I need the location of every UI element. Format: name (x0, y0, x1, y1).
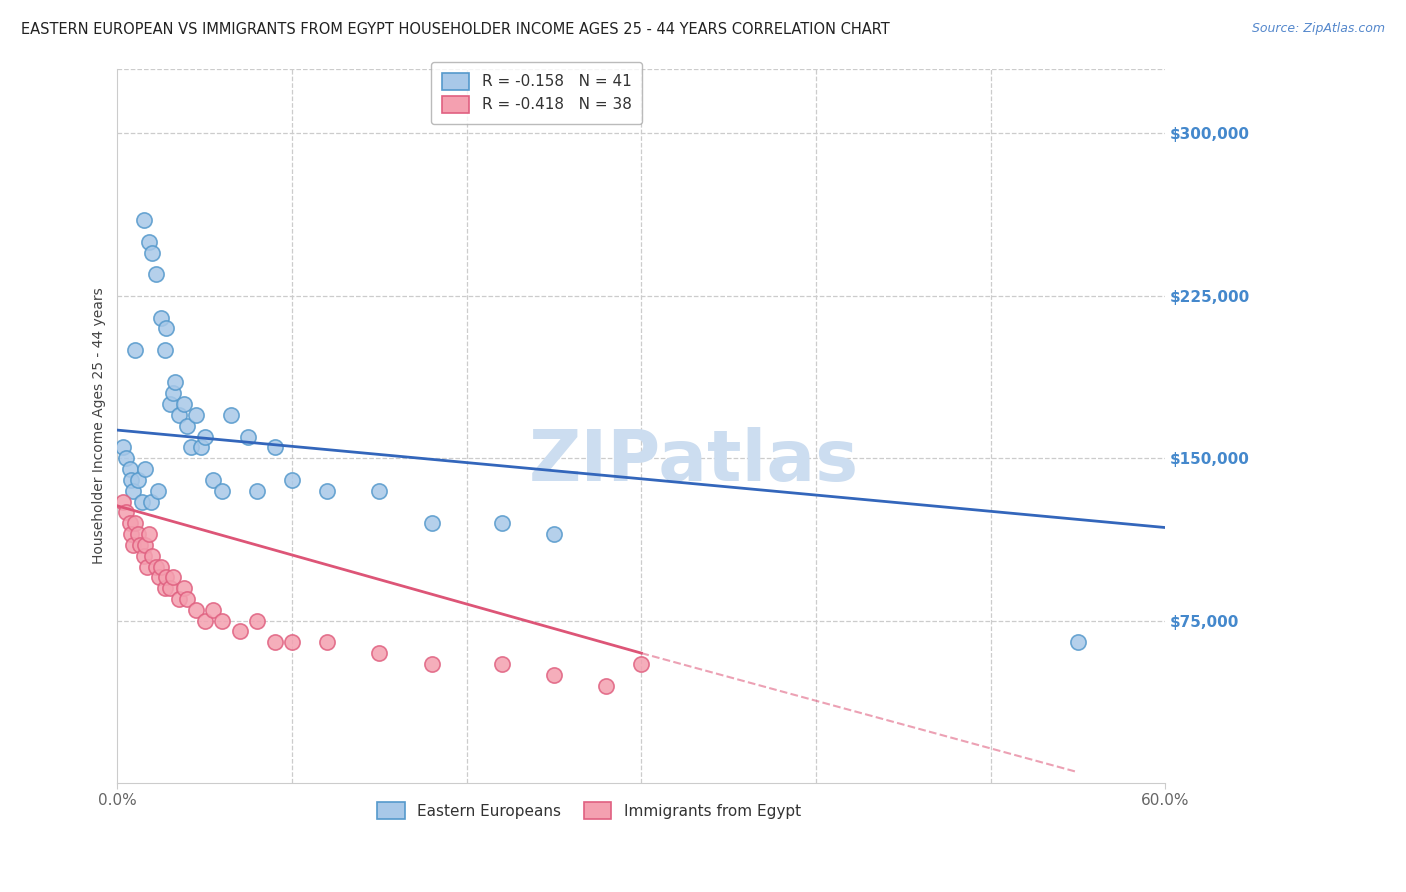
Point (491, 516, 513, 531)
Point (153, 581, 176, 595)
Point (134, 462, 156, 476)
Point (141, 245, 163, 260)
Point (111, 441, 134, 455)
Point (127, 527, 149, 541)
Point (165, 376, 187, 390)
Point (118, 462, 141, 476)
Point (194, 429, 217, 443)
Point (219, 408, 242, 422)
Legend: Eastern Europeans, Immigrants from Egypt: Eastern Europeans, Immigrants from Egypt (371, 796, 807, 825)
Point (368, 483, 391, 498)
Point (122, 483, 145, 498)
Point (595, 679, 617, 693)
Point (543, 667, 565, 681)
Point (122, 538, 145, 552)
Point (194, 614, 217, 628)
Point (131, 494, 153, 508)
Point (368, 646, 391, 660)
Point (543, 527, 565, 541)
Point (180, 441, 202, 455)
Y-axis label: Householder Income Ages 25 - 44 years: Householder Income Ages 25 - 44 years (93, 287, 107, 564)
Point (132, 549, 155, 563)
Point (153, 343, 176, 357)
Point (211, 483, 233, 498)
Point (124, 516, 146, 531)
Point (129, 538, 152, 552)
Point (281, 473, 304, 487)
Point (132, 213, 155, 227)
Point (127, 473, 149, 487)
Point (162, 570, 184, 584)
Point (184, 408, 207, 422)
Point (145, 559, 167, 574)
Point (202, 603, 225, 617)
Point (146, 483, 169, 498)
Point (263, 635, 285, 649)
Point (111, 494, 134, 508)
Point (211, 614, 233, 628)
Point (118, 516, 141, 531)
Point (1067, 635, 1090, 649)
Point (176, 418, 198, 433)
Text: EASTERN EUROPEAN VS IMMIGRANTS FROM EGYPT HOUSEHOLDER INCOME AGES 25 - 44 YEARS : EASTERN EUROPEAN VS IMMIGRANTS FROM EGYP… (21, 22, 890, 37)
Point (173, 397, 195, 411)
Point (124, 343, 146, 357)
Point (120, 473, 142, 487)
Point (184, 603, 207, 617)
Point (281, 635, 304, 649)
Point (155, 321, 177, 335)
Point (176, 592, 198, 607)
Point (162, 386, 184, 401)
Point (141, 549, 163, 563)
Point (138, 527, 160, 541)
Point (115, 505, 138, 519)
Point (238, 429, 260, 443)
Text: Source: ZipAtlas.com: Source: ZipAtlas.com (1251, 22, 1385, 36)
Point (136, 559, 159, 574)
Point (491, 657, 513, 671)
Point (630, 657, 652, 671)
Point (148, 570, 170, 584)
Point (190, 441, 212, 455)
Point (167, 592, 190, 607)
Point (134, 538, 156, 552)
Point (145, 267, 167, 281)
Point (263, 441, 285, 455)
Point (202, 473, 225, 487)
Text: ZIPatlas: ZIPatlas (529, 427, 859, 496)
Point (150, 559, 173, 574)
Point (138, 235, 160, 249)
Point (420, 516, 443, 531)
Point (139, 494, 162, 508)
Point (316, 635, 339, 649)
Point (155, 570, 177, 584)
Point (173, 581, 195, 595)
Point (120, 527, 142, 541)
Point (420, 657, 443, 671)
Point (159, 581, 181, 595)
Point (316, 483, 339, 498)
Point (246, 483, 269, 498)
Point (228, 624, 250, 639)
Point (159, 397, 181, 411)
Point (167, 408, 190, 422)
Point (150, 310, 173, 325)
Point (115, 451, 138, 466)
Point (246, 614, 269, 628)
